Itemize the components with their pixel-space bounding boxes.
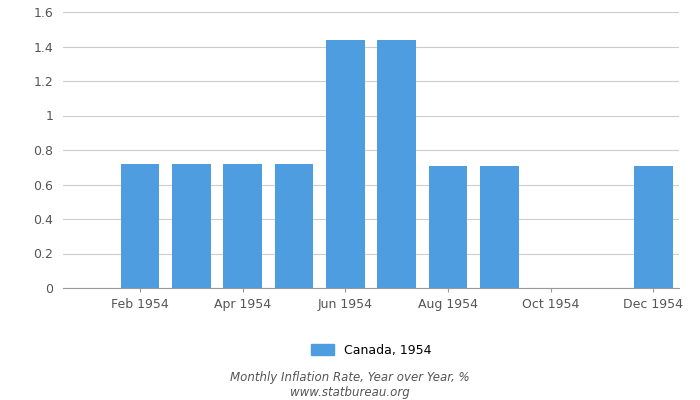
Bar <box>634 166 673 288</box>
Bar <box>480 166 519 288</box>
Bar <box>223 164 262 288</box>
Bar <box>120 164 160 288</box>
Legend: Canada, 1954: Canada, 1954 <box>311 344 431 357</box>
Bar <box>428 166 468 288</box>
Text: www.statbureau.org: www.statbureau.org <box>290 386 410 399</box>
Bar <box>274 164 314 288</box>
Bar <box>377 40 416 288</box>
Bar <box>172 164 211 288</box>
Text: Monthly Inflation Rate, Year over Year, %: Monthly Inflation Rate, Year over Year, … <box>230 372 470 384</box>
Bar <box>326 40 365 288</box>
